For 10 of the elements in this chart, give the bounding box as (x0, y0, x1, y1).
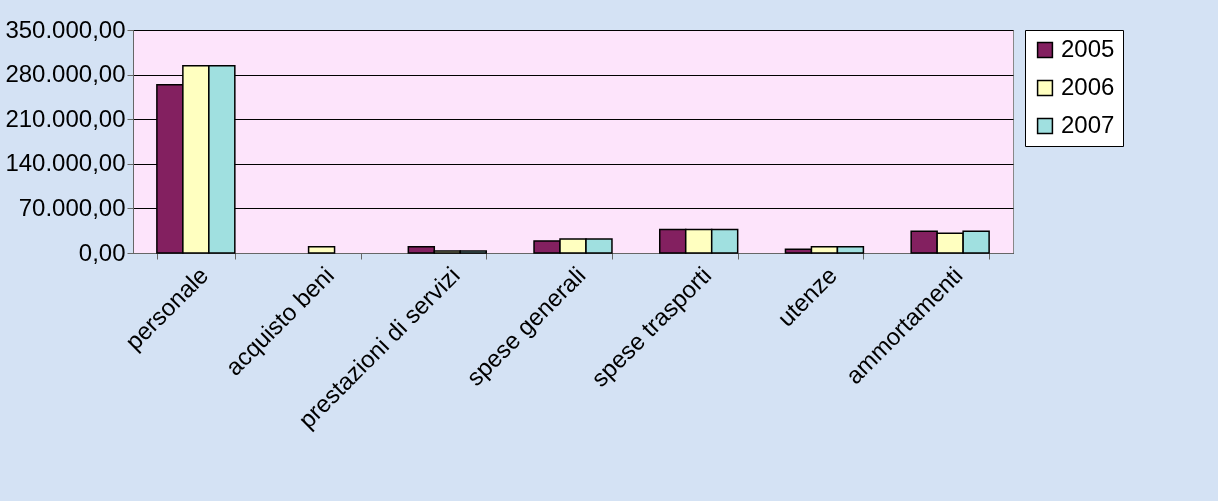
legend-label: 2005 (1061, 35, 1115, 62)
y-tick-label: 0,00 (78, 238, 126, 266)
legend-label: 2006 (1061, 73, 1115, 100)
legend-label: 2007 (1061, 111, 1115, 138)
y-tick-label: 280.000,00 (5, 60, 126, 88)
y-tick-label: 350.000,00 (5, 15, 126, 43)
y-tick-label: 70.000,00 (18, 193, 126, 221)
y-tick-label: 210.000,00 (5, 104, 126, 132)
y-tick-label: 140.000,00 (5, 149, 126, 177)
bar (307, 245, 336, 254)
